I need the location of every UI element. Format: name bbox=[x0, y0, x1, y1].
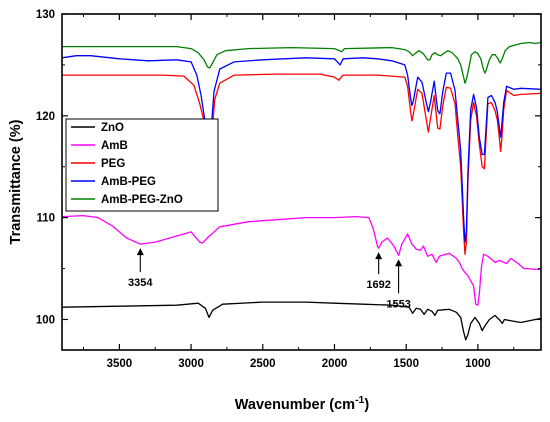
x-axis-title-close: ) bbox=[364, 397, 369, 413]
x-tick-label: 3500 bbox=[107, 358, 133, 370]
x-axis-title-main: Wavenumber (cm bbox=[235, 397, 355, 413]
x-tick-label: 1000 bbox=[465, 358, 491, 370]
series-line-zno bbox=[62, 301, 541, 341]
y-axis: 100 110 120 130 bbox=[36, 9, 541, 326]
y-tick-label: 100 bbox=[36, 314, 55, 326]
y-axis-title: Transmittance (%) bbox=[8, 119, 24, 244]
annotation-arrow-head bbox=[136, 248, 144, 256]
series-line-amb bbox=[62, 214, 541, 306]
x-tick-label: 3000 bbox=[178, 358, 204, 370]
legend-label: PEG bbox=[101, 158, 125, 170]
legend-label: AmB-PEG bbox=[101, 176, 156, 188]
annotation-label: 1553 bbox=[386, 298, 410, 310]
y-tick-label: 130 bbox=[36, 9, 55, 21]
x-tick-label: 2500 bbox=[250, 358, 276, 370]
legend: ZnO AmB PEG AmB-PEG AmB-PEG-ZnO bbox=[65, 118, 219, 212]
legend-label: AmB bbox=[101, 140, 128, 152]
x-tick-label: 1500 bbox=[393, 358, 419, 370]
legend-items: ZnO AmB PEG AmB-PEG AmB-PEG-ZnO bbox=[71, 122, 183, 206]
y-tick-label: 110 bbox=[36, 213, 55, 225]
plot-frame bbox=[61, 13, 542, 351]
y-tick-label: 120 bbox=[36, 111, 55, 123]
annotation-arrow-head bbox=[395, 259, 403, 267]
annotation-label: 1692 bbox=[366, 279, 390, 291]
annotations: 3354 1692 1553 bbox=[128, 248, 411, 310]
legend-label: AmB-PEG-ZnO bbox=[101, 194, 183, 206]
annotation-arrow-head bbox=[375, 252, 383, 260]
x-axis-title-sup: -1 bbox=[355, 394, 364, 406]
legend-box bbox=[65, 118, 219, 212]
x-axis-title: Wavenumber (cm-1) bbox=[235, 394, 370, 413]
annotation-label: 3354 bbox=[128, 277, 153, 289]
legend-label: ZnO bbox=[101, 122, 124, 134]
x-axis: 3500 3000 2500 2000 1500 1000 bbox=[83, 14, 515, 370]
series-line-amb-peg-zno bbox=[62, 41, 541, 84]
x-tick-label: 2000 bbox=[322, 358, 348, 370]
